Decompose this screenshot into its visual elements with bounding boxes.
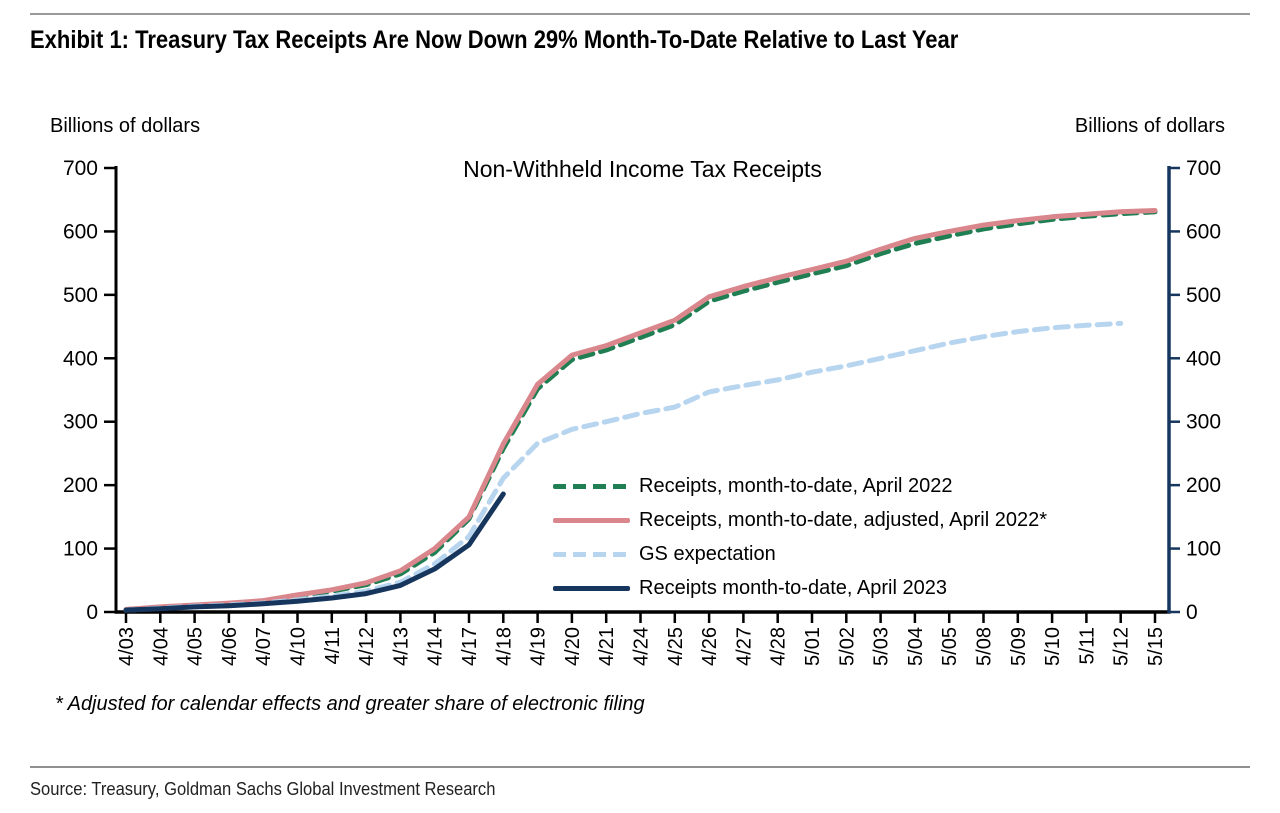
x-tick-label: 4/21 [596,627,618,666]
legend-item-april-2022: Receipts, month-to-date, April 2022 [553,469,1047,503]
y-tick-label-right: 400 [1186,347,1221,370]
x-tick-label: 4/11 [322,627,344,664]
right-axis-title: Billions of dollars [1074,115,1225,137]
y-tick-label-right: 600 [1186,220,1221,243]
legend-label: GS expectation [639,542,776,565]
x-tick-label: 5/08 [974,627,996,666]
chart-title: Non-Withheld Income Tax Receipts [463,156,822,182]
y-tick-label-left: 500 [63,284,98,307]
x-tick-label: 4/18 [493,627,515,666]
y-tick-label-right: 100 [1186,538,1221,561]
footnote: * Adjusted for calendar effects and grea… [55,693,645,715]
y-tick-label-left: 300 [63,411,98,434]
series-line-3 [123,491,506,613]
x-tick-label: 5/10 [1042,627,1064,666]
x-tick-label: 5/11 [1076,627,1098,664]
x-tick-label: 5/05 [939,627,961,666]
legend-swatch-gs-expectation [553,551,630,557]
x-tick-label: 5/15 [1145,627,1167,666]
legend-swatch-april-2023 [553,585,630,591]
x-tick-label: 4/10 [288,627,310,666]
legend-item-gs-expectation: GS expectation [553,537,1047,571]
y-tick-label-left: 700 [63,157,98,180]
legend-label: Receipts, month-to-date, April 2022 [639,474,953,497]
x-tick-label: 5/04 [905,627,927,666]
x-tick-label: 4/20 [562,627,584,666]
y-tick-label-left: 200 [63,474,98,497]
exhibit-title: Exhibit 1: Treasury Tax Receipts Are Now… [30,26,959,54]
y-tick-label-left: 400 [63,347,98,370]
y-tick-label-right: 0 [1186,601,1198,624]
x-tick-label: 5/01 [802,627,824,666]
legend-item-april-2023: Receipts month-to-date, April 2023 [553,571,1047,605]
y-tick-label-right: 300 [1186,411,1221,434]
x-tick-label: 5/02 [836,627,858,666]
x-tick-label: 4/05 [185,627,207,666]
x-tick-label: 4/28 [768,627,790,666]
x-tick-label: 4/13 [390,627,412,666]
x-tick-label: 4/25 [665,627,687,666]
left-axis-title: Billions of dollars [50,115,201,137]
legend-item-april-2022-adjusted: Receipts, month-to-date, adjusted, April… [553,503,1047,537]
x-tick-label: 4/07 [253,627,275,666]
y-tick-label-right: 200 [1186,474,1221,497]
x-tick-label: 4/26 [699,627,721,666]
x-tick-label: 4/17 [459,627,481,666]
x-tick-label: 4/04 [150,627,172,666]
x-tick-label: 4/03 [116,627,138,666]
x-tick-label: 5/12 [1111,627,1133,666]
x-tick-label: 4/06 [219,627,241,666]
bottom-divider [30,766,1250,768]
x-tick-label: 4/19 [528,627,550,666]
y-tick-label-right: 700 [1186,157,1221,180]
source-line: Source: Treasury, Goldman Sachs Global I… [30,779,496,799]
legend-swatch-april-2022 [553,483,630,489]
chart-legend: Receipts, month-to-date, April 2022 Rece… [553,469,1047,605]
top-divider [30,13,1250,15]
y-tick-label-left: 600 [63,220,98,243]
x-tick-label: 4/27 [733,627,755,666]
legend-label: Receipts, month-to-date, adjusted, April… [639,508,1048,531]
x-tick-label: 4/24 [631,627,653,666]
legend-label: Receipts month-to-date, April 2023 [639,576,947,599]
y-tick-label-left: 0 [86,601,98,624]
y-tick-label-left: 100 [63,538,98,561]
legend-swatch-april-2022-adjusted [553,517,630,523]
x-tick-label: 4/14 [425,627,447,666]
x-tick-label: 5/03 [871,627,893,666]
y-tick-label-right: 500 [1186,284,1221,307]
x-tick-label: 4/12 [356,627,378,666]
x-tick-label: 5/09 [1008,627,1030,666]
